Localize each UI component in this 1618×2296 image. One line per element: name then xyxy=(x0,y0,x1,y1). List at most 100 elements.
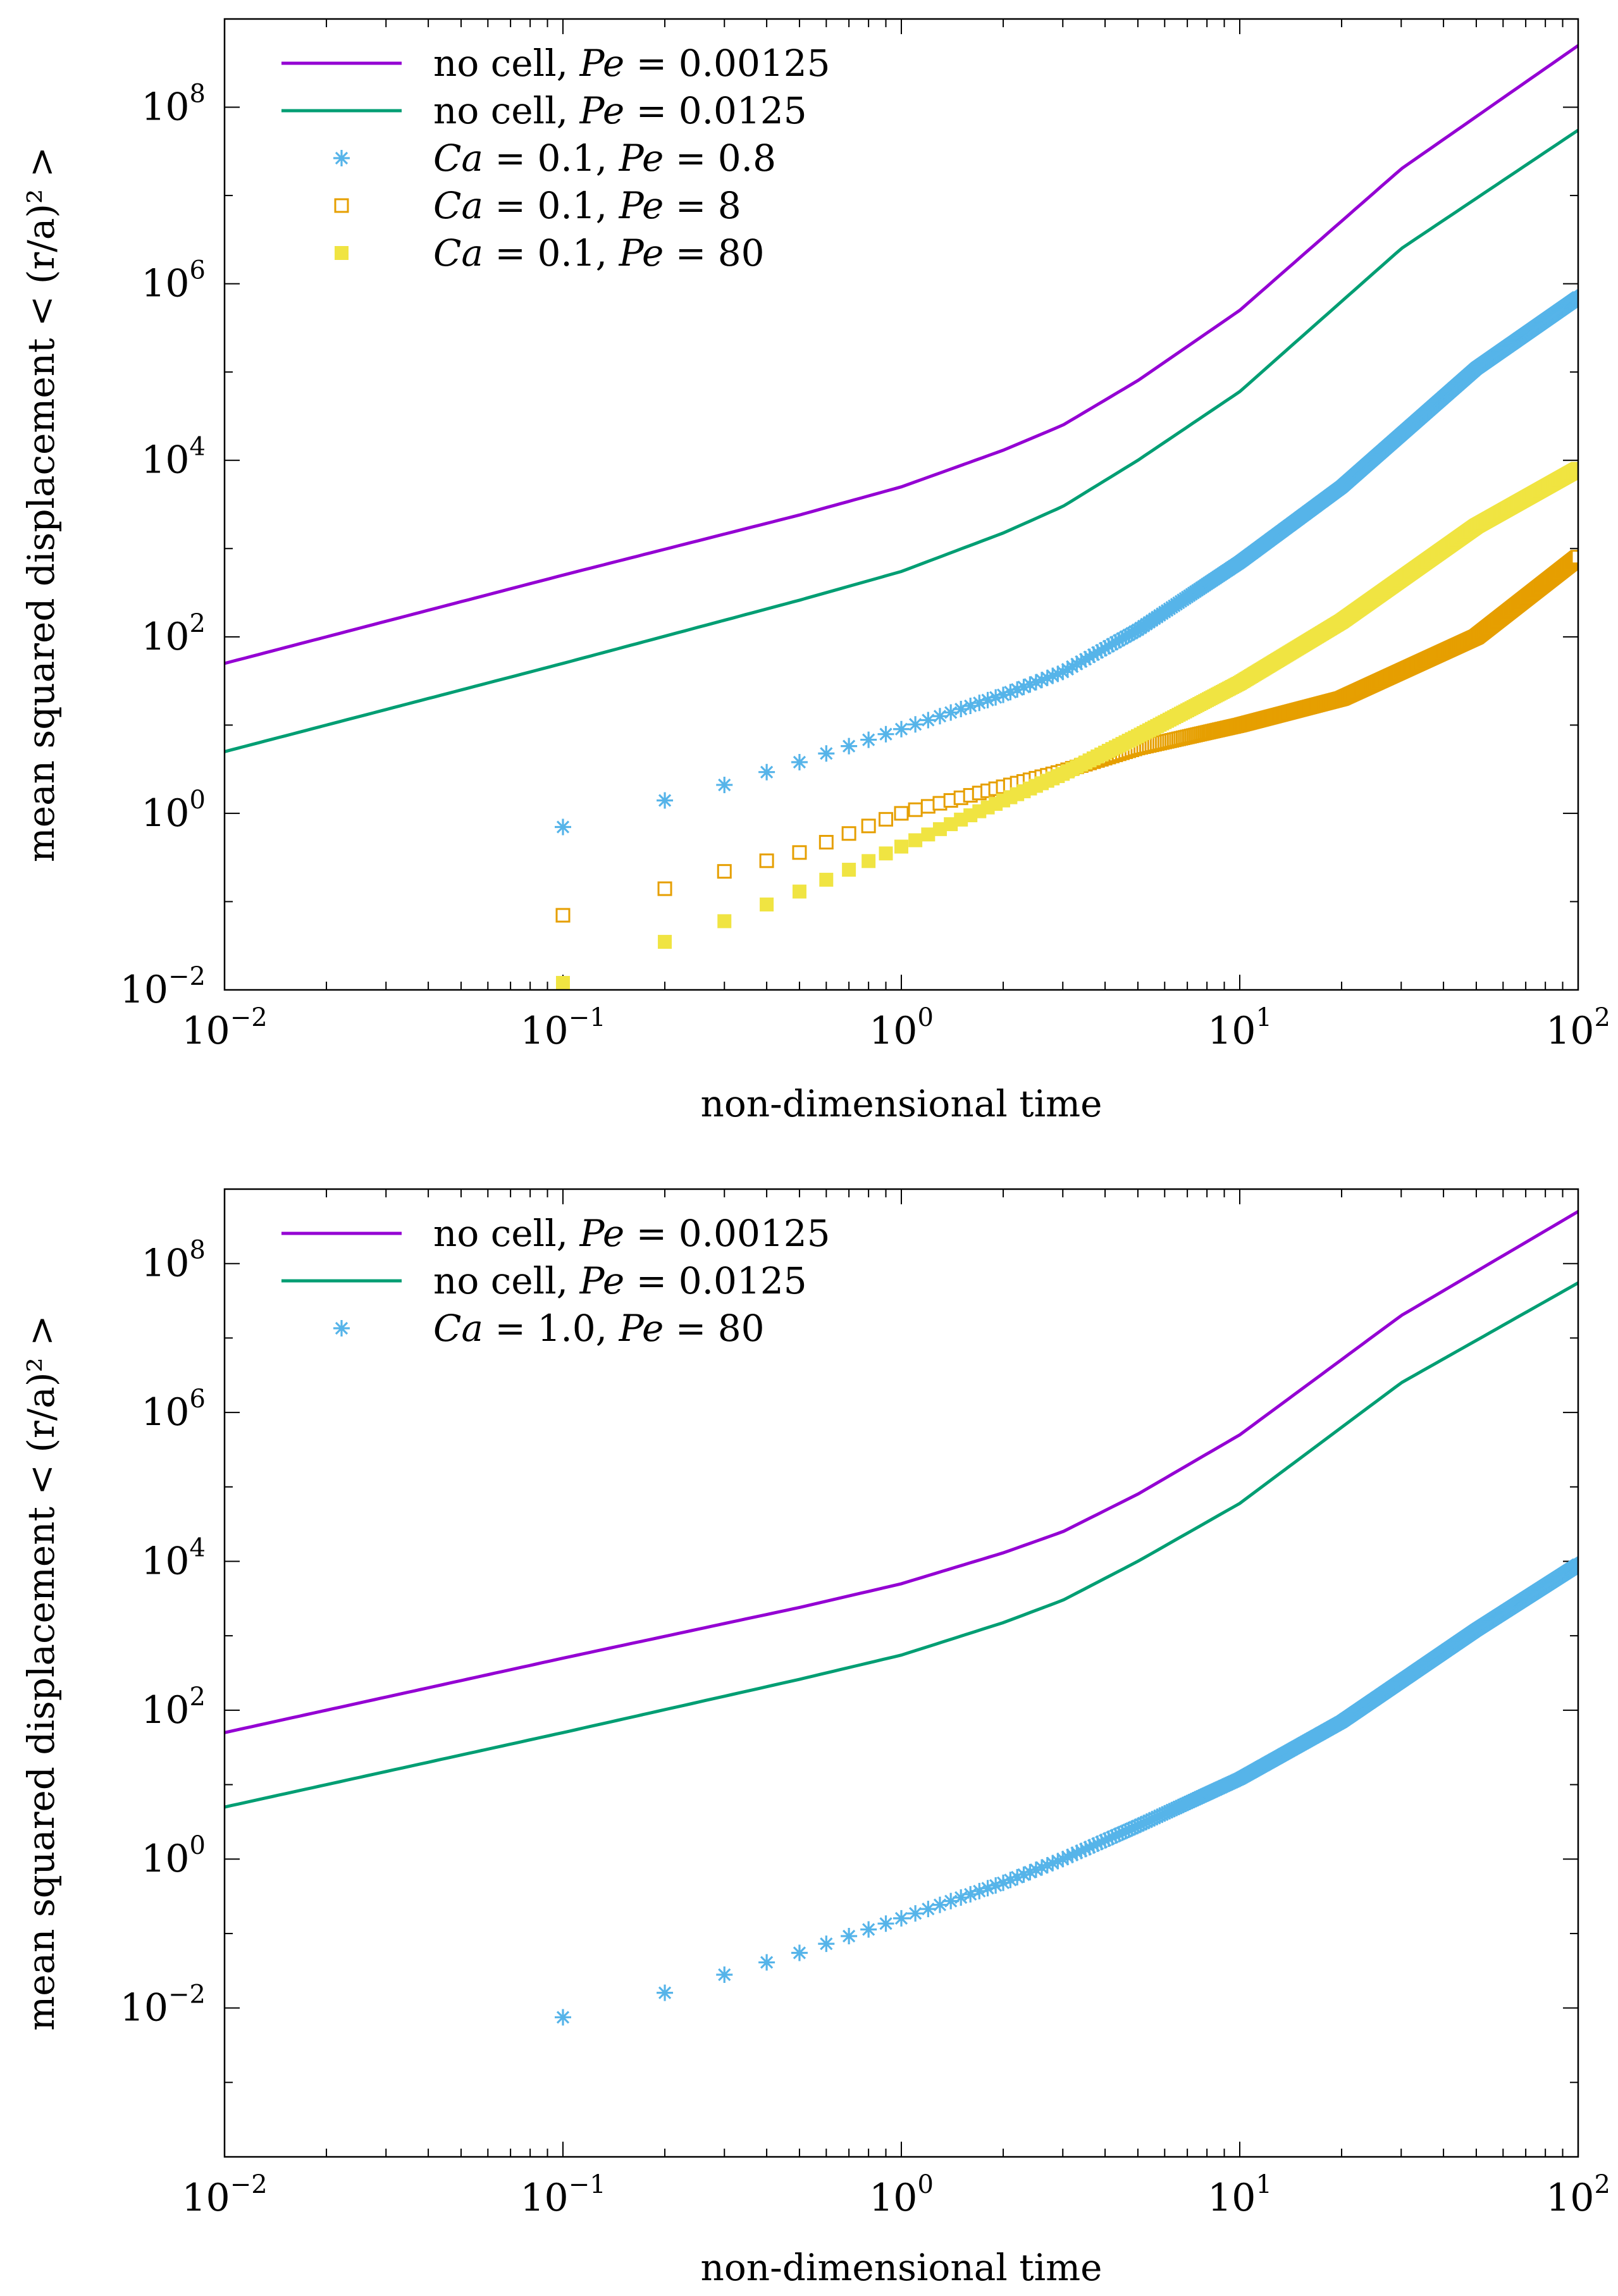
data-point xyxy=(658,935,672,949)
legend-label: no cell, Pe = 0.0125 xyxy=(433,89,807,132)
data-point xyxy=(716,776,733,793)
x-tick-label: 100 xyxy=(869,2170,934,2220)
y-tick-label: 106 xyxy=(141,1385,206,1435)
y-tick-label: 104 xyxy=(141,433,206,483)
data-point xyxy=(879,846,893,861)
x-tick-label: 100 xyxy=(869,1003,934,1053)
data-point xyxy=(894,806,909,821)
data-point xyxy=(1002,684,1019,701)
data-point xyxy=(842,863,856,877)
series-0 xyxy=(225,44,1578,665)
data-point xyxy=(1107,634,1124,651)
data-point xyxy=(1073,1842,1090,1860)
data-point xyxy=(1064,1846,1081,1863)
data-point xyxy=(1049,665,1066,682)
data-point xyxy=(1049,1853,1066,1870)
legend-item: no cell, Pe = 0.00125 xyxy=(281,1212,831,1255)
legend-label: no cell, Pe = 0.00125 xyxy=(433,1212,831,1255)
data-point xyxy=(1140,1812,1158,1829)
x-tick-label: 102 xyxy=(1546,1003,1610,1053)
data-point xyxy=(792,884,806,899)
data-point xyxy=(1129,1817,1146,1834)
y-tick-label: 108 xyxy=(141,80,206,130)
data-point xyxy=(760,898,774,912)
data-point xyxy=(942,1892,960,1910)
data-point xyxy=(1132,1816,1149,1833)
y-tick-label: 102 xyxy=(141,1682,206,1732)
data-point xyxy=(962,1886,979,1903)
data-point xyxy=(1138,1813,1155,1830)
y-axis-title: mean squared displacement < (r/a)² > xyxy=(20,147,63,862)
data-point xyxy=(1104,1829,1121,1846)
data-point xyxy=(1135,1815,1152,1832)
data-point xyxy=(1068,655,1085,672)
y-tick-label: 10−2 xyxy=(120,962,206,1012)
data-point xyxy=(556,975,570,990)
data-point xyxy=(1085,1837,1102,1854)
legend-label: Ca = 0.1, Pe = 80 xyxy=(433,231,765,275)
legend-item: Ca = 0.1, Pe = 0.8 xyxy=(333,137,776,180)
data-point xyxy=(1015,679,1032,696)
data-point xyxy=(841,738,858,755)
legend-label: no cell, Pe = 0.00125 xyxy=(433,42,831,85)
data-point xyxy=(1054,1851,1071,1868)
data-point xyxy=(819,872,834,887)
data-point xyxy=(1059,661,1076,678)
data-point xyxy=(1120,1821,1137,1838)
data-point xyxy=(908,833,923,848)
legend-label: Ca = 0.1, Pe = 8 xyxy=(433,184,741,227)
data-point xyxy=(942,704,960,721)
data-point xyxy=(657,881,672,896)
legend-item: no cell, Pe = 0.00125 xyxy=(281,42,831,85)
y-tick-label: 100 xyxy=(141,786,206,836)
legend-label: Ca = 1.0, Pe = 80 xyxy=(433,1307,765,1350)
data-point xyxy=(1089,1835,1106,1852)
data-point xyxy=(861,854,876,868)
data-point xyxy=(717,864,732,879)
data-point xyxy=(555,908,571,923)
data-point xyxy=(907,716,924,733)
data-point xyxy=(1009,681,1026,698)
data-point xyxy=(792,845,807,860)
data-point xyxy=(791,1944,808,1961)
data-point xyxy=(931,708,948,725)
data-point xyxy=(1009,1868,1026,1886)
legend-marker xyxy=(334,198,349,213)
data-point xyxy=(841,826,856,841)
data-point xyxy=(1111,1825,1128,1842)
data-point xyxy=(555,818,571,836)
data-point xyxy=(1114,1824,1131,1841)
legend-item: no cell, Pe = 0.0125 xyxy=(281,89,807,132)
y-tick-label: 10−2 xyxy=(120,1980,206,2030)
legend-marker xyxy=(333,1320,350,1336)
data-point xyxy=(657,1984,674,2001)
legend-marker xyxy=(335,246,349,260)
data-point xyxy=(818,1935,835,1953)
bottom-plot: 10−2 10−1 100 101 102 10−2 100 102 104 106 108 non-… xyxy=(20,1188,1610,2289)
data-point xyxy=(1034,672,1051,689)
series-3 xyxy=(555,550,1578,923)
series-4 xyxy=(556,462,1578,990)
data-point xyxy=(1081,1839,1098,1856)
data-point xyxy=(1002,1872,1019,1889)
data-point xyxy=(1093,642,1110,659)
data-point xyxy=(921,827,936,842)
data-point xyxy=(953,701,970,718)
data-point xyxy=(995,686,1012,703)
plot-frame xyxy=(223,1188,1579,2158)
data-point xyxy=(920,1901,937,1918)
data-point xyxy=(877,725,894,743)
data-point xyxy=(1039,669,1056,686)
data-point xyxy=(893,720,910,738)
data-point xyxy=(818,835,834,850)
series-line xyxy=(225,1210,1578,1734)
data-point xyxy=(894,839,908,854)
data-point xyxy=(1117,1823,1134,1840)
data-point xyxy=(1097,1832,1114,1849)
data-point xyxy=(1089,644,1106,661)
series-line xyxy=(225,1281,1578,1809)
data-point xyxy=(1064,658,1081,675)
y-axis-title: mean squared displacement < (r/a)² > xyxy=(20,1315,63,2030)
data-point xyxy=(717,914,732,929)
